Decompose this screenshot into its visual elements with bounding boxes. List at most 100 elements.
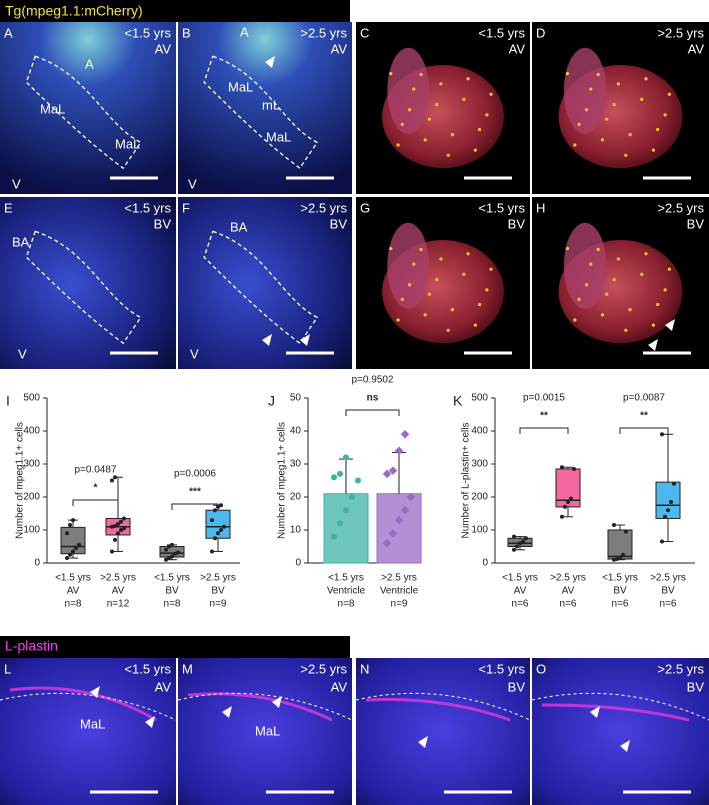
arrowhead [222,706,232,718]
header-title: Tg(mpeg1.1:mCherry) [5,3,143,19]
render-dot [407,283,412,287]
data-point [113,475,117,480]
render-blob [563,222,607,309]
bar [376,493,422,564]
p-value: p=0.0087 [623,393,665,404]
x-tick-label: BV [165,586,179,597]
arrowhead [590,706,600,718]
significance-bracket [171,503,219,510]
data-point [518,541,522,546]
panel-letter: B [182,25,191,40]
data-point [515,544,519,549]
panel-age: <1.5 yrs [124,25,171,40]
arrowhead [262,334,272,346]
chart-letter: J [268,393,275,409]
render-dot [628,308,632,312]
panel-valve: BV [330,216,348,231]
render-dot [605,117,609,121]
x-tick-label: n=6 [512,599,529,610]
data-point [331,474,337,481]
x-tick-label: <1.5 yrs [602,573,638,584]
data-point [615,557,619,562]
render-dot [644,252,648,256]
data-point [222,524,226,529]
data-point [400,505,410,515]
significance-mark: ns [367,393,379,404]
header-bar [0,0,350,22]
render-dot [589,262,593,266]
p-value: p=0.0487 [75,465,117,476]
data-point [210,518,214,523]
significance-mark: *** [189,487,201,498]
arrowhead [145,716,155,728]
data-point [167,556,171,561]
panel-valve: AV [155,679,172,694]
data-point [122,516,126,521]
render-dot [589,87,593,91]
render-dot [600,138,605,142]
panel-age: <1.5 yrs [124,661,171,676]
x-tick-label: <1.5 yrs [502,573,538,584]
data-point [512,534,516,539]
y-tick-label: 300 [23,459,40,470]
arrowhead [648,339,658,351]
panel-letter: E [4,200,13,215]
footer-header-title: L-plastin [5,638,58,654]
panel-image [356,658,530,805]
data-point [170,542,174,547]
render-dot [389,72,393,76]
panel-letter: G [360,200,370,215]
render-dot [612,277,616,282]
render-dot [419,247,423,252]
panel-letter: A [4,25,13,40]
x-tick-label: >2.5 yrs [550,573,586,584]
magenta-signal [187,692,333,722]
data-point [164,547,168,552]
panel-image [178,22,352,194]
data-point [68,523,72,528]
p-value: p=0.9502 [352,375,394,386]
x-tick-label: <1.5 yrs [154,573,190,584]
x-tick-label: n=6 [660,599,677,610]
x-tick-label: >2.5 yrs [100,573,136,584]
data-point [173,551,177,556]
render-dot [466,252,470,256]
data-point [110,478,114,483]
tissue-label: MaL [228,79,253,94]
data-point [210,549,214,554]
y-tick-label: 400 [471,426,488,437]
x-tick-label: n=12 [107,599,130,610]
data-point [176,550,180,555]
render-dot [584,283,589,287]
box [60,526,86,555]
tissue-label: MaL [115,136,140,151]
y-tick-label: 500 [23,393,40,404]
data-point [219,528,223,532]
y-tick-label: 100 [471,525,488,536]
x-tick-label: n=6 [560,599,577,610]
render-dot [427,292,432,296]
panel-image [0,658,176,805]
data-point [566,499,570,504]
x-tick-label: BV [661,586,675,597]
panel-valve: BV [508,216,526,231]
x-tick-label: BV [211,586,225,597]
x-tick-label: Ventricle [327,586,366,597]
render-dot [663,113,667,117]
significance-mark: ** [540,411,548,422]
data-point [219,503,223,508]
panel-image [0,197,176,369]
significance-bracket [619,427,669,434]
y-axis-label: Number of mpeg1.1+ cells [277,422,288,539]
y-tick-label: 100 [23,525,40,536]
data-point [216,531,220,536]
data-point [164,557,168,562]
render-dot [427,117,432,121]
footer-header-bar [0,636,350,658]
data-point [213,508,217,513]
tissue-label: A [85,56,94,71]
chart-letter: K [453,393,463,409]
y-axis-label: Number of mpeg1.1+ cells [15,422,26,539]
data-point [663,514,667,519]
